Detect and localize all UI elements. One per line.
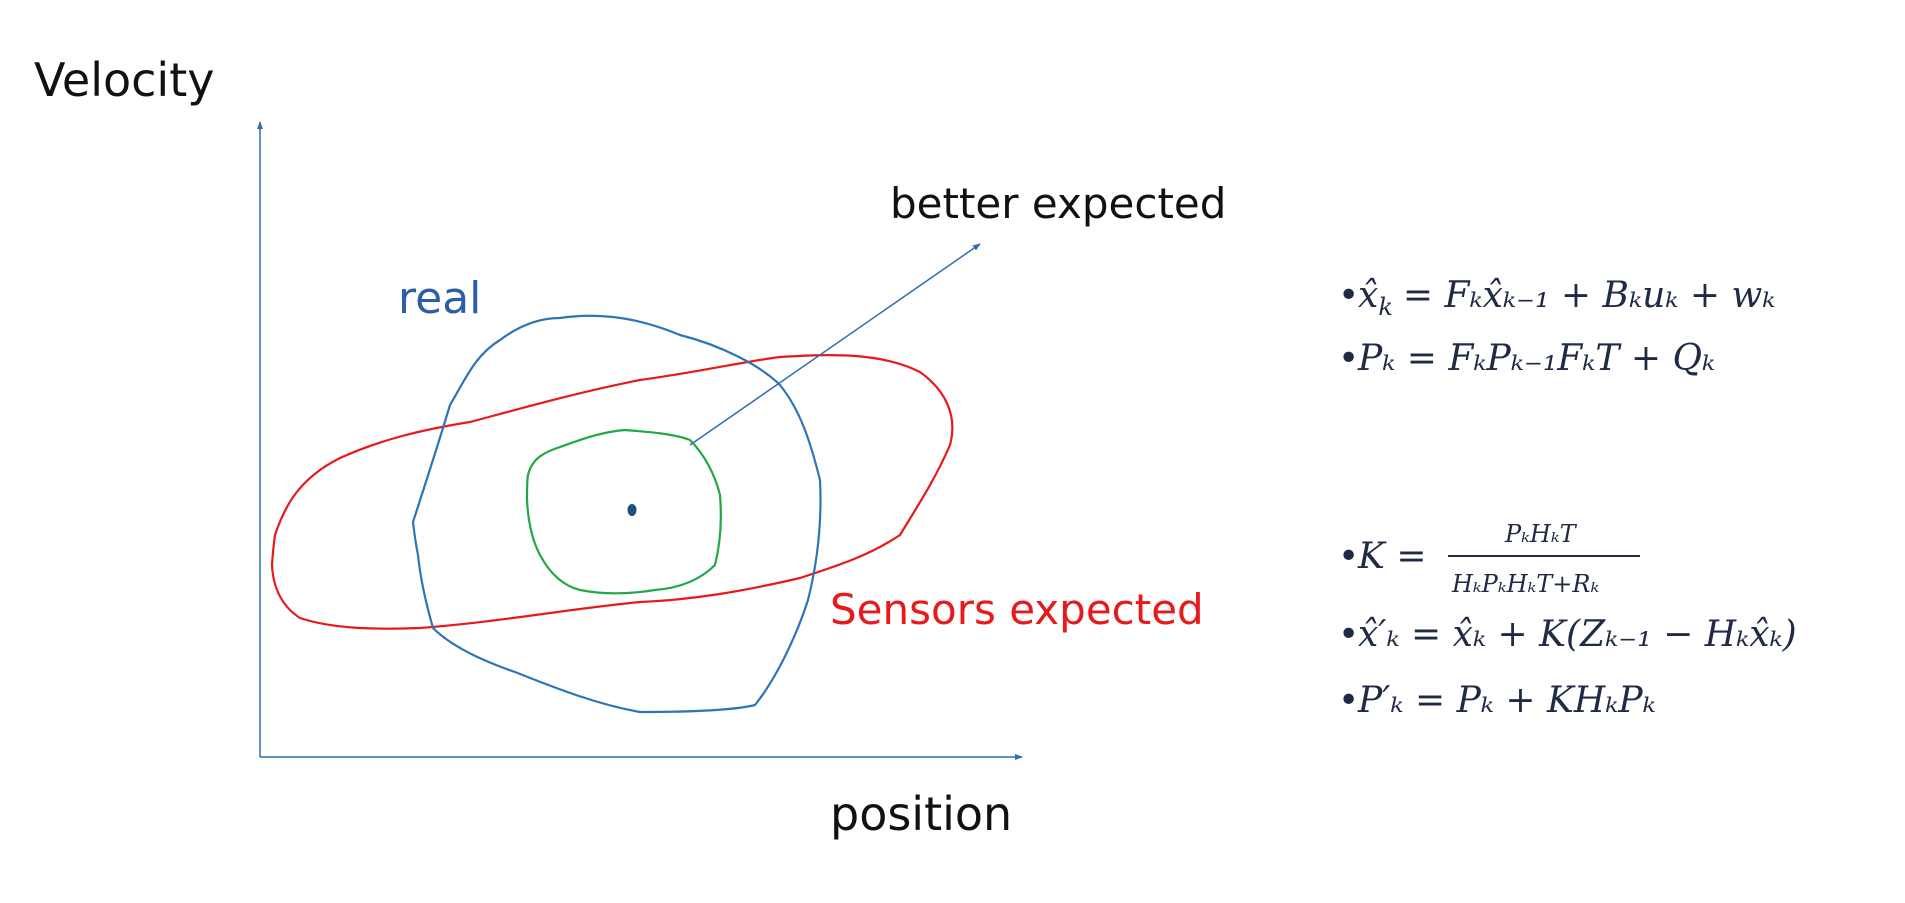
update-state-equation: x̂′ₖ = x̂ₖ + K(Zₖ₋₁ − Hₖx̂ₖ) xyxy=(1358,614,1797,655)
predict-cov-bullet: • xyxy=(1338,338,1359,379)
better-expected-contour xyxy=(525,428,722,595)
gain-denominator: HₖPₖHₖT+Rₖ xyxy=(1451,570,1599,598)
y-axis-label: Velocity xyxy=(34,53,214,107)
update-cov-bullet: • xyxy=(1338,680,1359,721)
update-cov-equation: P′ₖ = Pₖ + KHₖPₖ xyxy=(1357,680,1656,721)
gain-lhs: K = xyxy=(1357,536,1427,577)
gain-numerator: PₖHₖT xyxy=(1504,520,1578,548)
better-expected-label: better expected xyxy=(890,179,1226,228)
predict-state-equation: x̂k = Fₖx̂ₖ₋₁ + Bₖuₖ + wₖ xyxy=(1358,275,1775,321)
sensors-expected-contour xyxy=(270,354,954,630)
real-contour xyxy=(411,314,822,714)
sensors-expected-label: Sensors expected xyxy=(830,585,1204,634)
predict-equations: • x̂k = Fₖx̂ₖ₋₁ + Bₖuₖ + wₖ • Pₖ = FₖPₖ₋₁… xyxy=(1338,275,1775,379)
center-dot xyxy=(627,504,637,516)
update-equations: • K = PₖHₖT HₖPₖHₖT+Rₖ • x̂′ₖ = x̂ₖ + K(… xyxy=(1338,520,1797,721)
update-state-bullet: • xyxy=(1338,614,1359,655)
real-label: real xyxy=(398,273,481,324)
gain-bullet: • xyxy=(1338,536,1359,577)
predict-state-bullet: • xyxy=(1338,275,1359,316)
x-axis-label: position xyxy=(830,787,1012,841)
predict-cov-equation: Pₖ = FₖPₖ₋₁FₖT + Qₖ xyxy=(1357,338,1715,379)
better-expected-pointer xyxy=(689,243,981,446)
